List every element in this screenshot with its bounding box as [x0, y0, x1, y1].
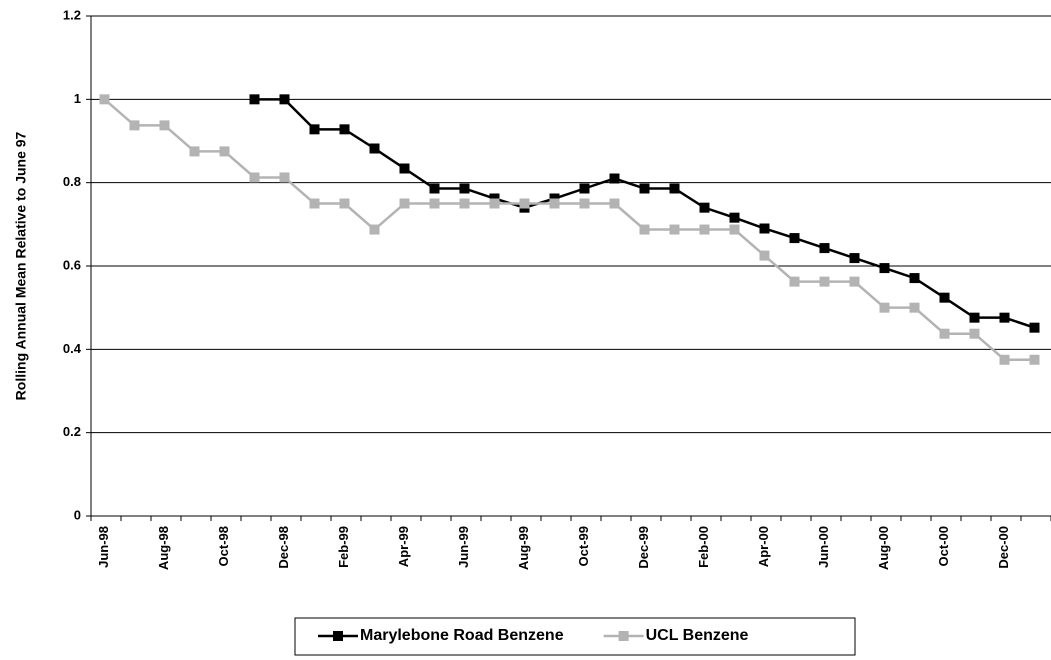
x-tick-label: Dec-98 [276, 526, 291, 569]
x-tick-label: Feb-99 [336, 526, 351, 568]
point [429, 183, 440, 194]
point [729, 212, 740, 223]
point [399, 198, 410, 209]
y-axis-label: Rolling Annual Mean Relative to June 97 [13, 131, 29, 400]
legend-label: UCL Benzene [646, 627, 749, 644]
point [399, 163, 410, 174]
point [939, 328, 950, 339]
y-tick-label: 1 [74, 91, 81, 106]
point [879, 302, 890, 313]
x-tick-label: Jun-99 [456, 526, 471, 568]
point [759, 223, 770, 234]
y-tick-label: 0.6 [63, 257, 81, 272]
point [459, 183, 470, 194]
point [849, 276, 860, 287]
point [789, 233, 800, 244]
y-tick-label: 0.2 [63, 424, 81, 439]
x-tick-label: Jun-00 [816, 526, 831, 568]
point [369, 143, 380, 154]
x-tick-label: Dec-00 [996, 526, 1011, 569]
point [429, 198, 440, 209]
y-tick-label: 0.4 [63, 341, 82, 356]
point [669, 183, 680, 194]
point [879, 263, 890, 274]
point [339, 124, 350, 135]
point [909, 273, 920, 284]
point [369, 224, 380, 235]
point [519, 198, 530, 209]
point [579, 183, 590, 194]
point [969, 312, 980, 323]
point [669, 224, 680, 235]
x-tick-label: Jun-98 [96, 526, 111, 568]
point [639, 224, 650, 235]
y-tick-label: 0 [74, 507, 81, 522]
point [249, 94, 260, 105]
point [279, 94, 290, 105]
point [789, 276, 800, 287]
point [699, 224, 710, 235]
y-tick-label: 1.2 [63, 7, 81, 22]
point [819, 243, 830, 254]
legend-label: Marylebone Road Benzene [360, 627, 564, 644]
x-tick-label: Oct-99 [576, 526, 591, 566]
x-tick-label: Oct-98 [216, 526, 231, 566]
point [609, 198, 620, 209]
point [159, 120, 170, 131]
point [129, 120, 140, 131]
y-tick-label: 0.8 [63, 174, 81, 189]
point [1029, 322, 1040, 333]
point [939, 292, 950, 303]
point [819, 276, 830, 287]
point [849, 253, 860, 264]
legend-marker [333, 631, 343, 641]
x-tick-label: Aug-99 [516, 526, 531, 570]
point [309, 124, 320, 135]
point [99, 94, 110, 105]
point [249, 172, 260, 183]
point [999, 354, 1010, 365]
x-tick-label: Feb-00 [696, 526, 711, 568]
x-tick-label: Oct-00 [936, 526, 951, 566]
x-tick-label: Apr-99 [396, 526, 411, 567]
point [339, 198, 350, 209]
series-line [254, 98, 1035, 329]
point [459, 198, 470, 209]
point [279, 172, 290, 183]
point [999, 312, 1010, 323]
point [909, 302, 920, 313]
x-tick-label: Aug-98 [156, 526, 171, 570]
point [639, 183, 650, 194]
point [489, 198, 500, 209]
series-line [103, 98, 1035, 361]
point [549, 198, 560, 209]
point [759, 250, 770, 261]
point [699, 202, 710, 213]
point [579, 198, 590, 209]
point [1029, 354, 1040, 365]
point [609, 173, 620, 184]
point [969, 328, 980, 339]
x-tick-label: Aug-00 [876, 526, 891, 570]
point [189, 146, 200, 157]
x-tick-label: Apr-00 [756, 526, 771, 567]
point [729, 224, 740, 235]
point [309, 198, 320, 209]
x-tick-label: Dec-99 [636, 526, 651, 569]
point [219, 146, 230, 157]
legend-marker [618, 631, 629, 641]
legend-box [294, 617, 856, 656]
